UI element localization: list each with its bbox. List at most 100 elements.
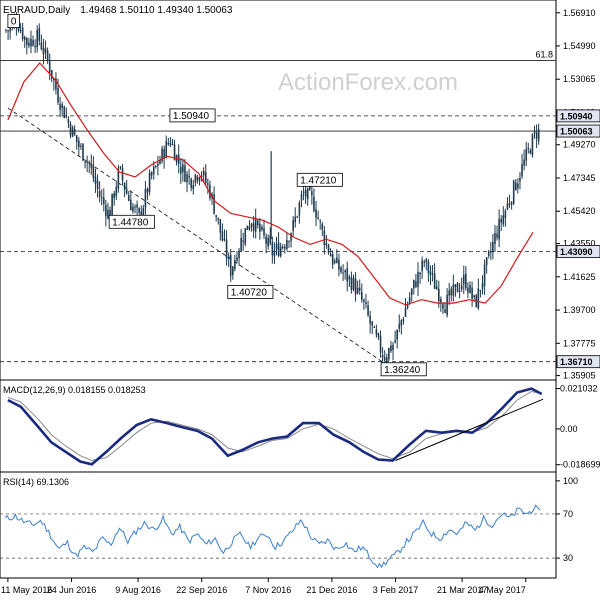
candle bbox=[42, 38, 45, 65]
candle-body bbox=[78, 140, 80, 147]
candle bbox=[379, 330, 382, 358]
candle bbox=[240, 229, 242, 252]
candle bbox=[254, 208, 257, 239]
candle bbox=[48, 53, 51, 81]
candle-body bbox=[492, 241, 494, 253]
candle bbox=[236, 251, 238, 264]
candle-body bbox=[269, 235, 272, 244]
candle bbox=[109, 206, 111, 217]
candle-body bbox=[256, 220, 259, 226]
candle-body bbox=[363, 299, 365, 302]
candle-body bbox=[496, 233, 498, 238]
candle-body bbox=[410, 288, 413, 296]
candle bbox=[167, 137, 170, 147]
candle-body bbox=[340, 267, 342, 273]
candle-body bbox=[275, 243, 278, 250]
candle-body bbox=[225, 239, 228, 259]
candle bbox=[487, 249, 490, 259]
candle bbox=[404, 298, 407, 318]
candle-body bbox=[42, 47, 45, 55]
candle bbox=[377, 332, 380, 340]
candle-body bbox=[483, 264, 486, 286]
candle-body bbox=[236, 257, 238, 261]
candle bbox=[340, 265, 342, 274]
candle-body bbox=[213, 194, 215, 214]
candle-body bbox=[429, 271, 432, 276]
price-annotation-box bbox=[296, 172, 343, 187]
candle bbox=[248, 220, 251, 231]
rsi-y-tick-label: 70 bbox=[563, 509, 573, 519]
candle-body bbox=[281, 246, 284, 248]
candle-body bbox=[529, 150, 532, 154]
ma-layer bbox=[7, 62, 534, 306]
candle-body bbox=[7, 30, 9, 32]
candle-body bbox=[425, 259, 428, 263]
candle-body bbox=[23, 37, 26, 40]
candle bbox=[394, 330, 396, 344]
candle-body bbox=[448, 290, 451, 296]
candle-body bbox=[494, 233, 496, 244]
candle-body bbox=[82, 143, 84, 161]
candle bbox=[96, 174, 99, 198]
candle bbox=[269, 227, 272, 246]
candle-body bbox=[442, 303, 444, 309]
price-annotation-box bbox=[7, 14, 20, 28]
candle bbox=[179, 158, 182, 184]
candle bbox=[361, 283, 363, 303]
rsi-y-tick-label: 100 bbox=[563, 476, 578, 486]
x-tick-label: 21 Mar 2017 bbox=[437, 585, 488, 595]
candle-body bbox=[204, 172, 207, 183]
header-ohlc: 1.49468 1.50110 1.49340 1.50063 bbox=[80, 5, 233, 16]
candle bbox=[90, 154, 93, 175]
candle bbox=[204, 164, 207, 186]
candle-body bbox=[521, 164, 523, 177]
candle-body bbox=[350, 277, 353, 291]
candle-body bbox=[294, 216, 297, 223]
candle bbox=[529, 148, 532, 155]
candle-body bbox=[365, 302, 367, 305]
candle bbox=[117, 164, 120, 193]
candle-body bbox=[452, 284, 455, 296]
candle bbox=[483, 259, 486, 295]
candle-body bbox=[385, 357, 388, 362]
candle-body bbox=[254, 217, 257, 232]
candle-body bbox=[144, 189, 147, 208]
candle-body bbox=[402, 319, 405, 322]
candle bbox=[496, 225, 498, 241]
candle bbox=[186, 170, 188, 193]
candle bbox=[502, 206, 505, 227]
candle bbox=[292, 216, 294, 237]
candle bbox=[440, 296, 442, 312]
candle-body bbox=[306, 188, 309, 200]
candle-body bbox=[481, 283, 484, 289]
candle bbox=[188, 168, 190, 185]
candle-body bbox=[86, 161, 88, 163]
candle-body bbox=[138, 208, 140, 213]
candle bbox=[194, 173, 197, 187]
candle bbox=[7, 29, 9, 41]
candle bbox=[517, 178, 519, 194]
candle bbox=[315, 200, 317, 227]
candle bbox=[465, 266, 467, 291]
candle-body bbox=[338, 259, 340, 270]
candle-body bbox=[292, 220, 294, 231]
candle bbox=[88, 160, 91, 174]
candle-body bbox=[163, 149, 165, 159]
candle bbox=[69, 121, 72, 139]
candle bbox=[375, 324, 378, 338]
candle bbox=[467, 282, 469, 299]
candle bbox=[413, 279, 415, 295]
candle-body bbox=[348, 276, 351, 280]
candle bbox=[535, 124, 538, 149]
price-y-tick-label: 1.35905 bbox=[563, 371, 596, 381]
candle bbox=[498, 209, 500, 248]
candle bbox=[215, 214, 217, 222]
candle bbox=[225, 230, 228, 266]
candle-body bbox=[184, 165, 186, 182]
candle-body bbox=[319, 220, 321, 222]
x-tick-label: 22 Sep 2016 bbox=[176, 585, 227, 595]
candle-body bbox=[296, 216, 299, 218]
candle-body bbox=[267, 237, 269, 247]
candle-body bbox=[127, 195, 130, 201]
